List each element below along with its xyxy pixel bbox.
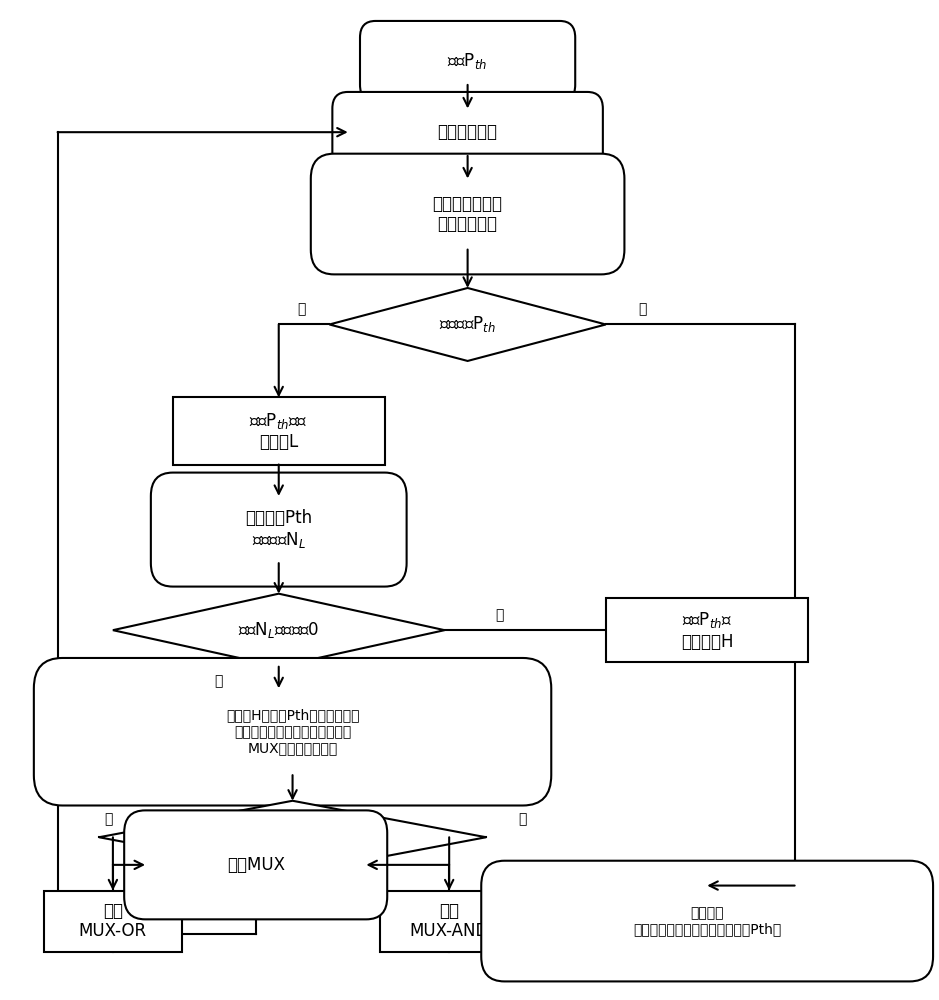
Polygon shape: [330, 288, 606, 361]
Text: 是: 是: [104, 812, 113, 826]
Text: 否: 否: [639, 303, 647, 317]
Bar: [380, 891, 518, 952]
Polygon shape: [100, 801, 486, 874]
Text: 设置P$_{th}$: 设置P$_{th}$: [448, 51, 487, 71]
FancyBboxPatch shape: [124, 810, 387, 919]
Text: 小于P$_{th}$的节
点数组L: 小于P$_{th}$的节 点数组L: [250, 411, 308, 451]
Polygon shape: [113, 594, 444, 667]
FancyBboxPatch shape: [311, 154, 624, 274]
Text: 大于P$_{th}$的
节点数组H: 大于P$_{th}$的 节点数组H: [681, 610, 733, 651]
Text: 引入
MUX-OR: 引入 MUX-OR: [79, 902, 147, 940]
Text: 否: 否: [518, 812, 527, 826]
Bar: [173, 397, 385, 465]
FancyBboxPatch shape: [360, 21, 576, 101]
Bar: [606, 598, 808, 662]
Text: 判断N$_L$是否大于0: 判断N$_L$是否大于0: [239, 620, 319, 640]
Text: 插入MUX: 插入MUX: [226, 856, 285, 874]
Text: 判断目标节点是否P$_0$>P$_1$: 判断目标节点是否P$_0$>P$_1$: [243, 829, 342, 845]
Text: 计算设计中所有
节点翻转概率: 计算设计中所有 节点翻转概率: [433, 195, 502, 233]
FancyBboxPatch shape: [151, 473, 407, 587]
Text: 统计小于Pth
的节点数N$_L$: 统计小于Pth 的节点数N$_L$: [245, 509, 313, 550]
FancyBboxPatch shape: [332, 92, 603, 172]
Text: 引入
MUX-AND: 引入 MUX-AND: [409, 902, 489, 940]
Text: 否: 否: [496, 608, 504, 622]
Text: 从数组H（大于Pth的节点集合）
中取出翻转概率最小的节点作为
MUX插入的目标节点: 从数组H（大于Pth的节点集合） 中取出翻转概率最小的节点作为 MUX插入的目标…: [225, 709, 360, 755]
FancyBboxPatch shape: [482, 861, 933, 981]
Text: 是: 是: [298, 303, 306, 317]
Text: 输出设计
（设计中所有节点翻转概率大于Pth）: 输出设计 （设计中所有节点翻转概率大于Pth）: [633, 906, 781, 936]
Bar: [44, 891, 182, 952]
Text: 设置当前设计: 设置当前设计: [438, 123, 498, 141]
Text: 是否小于P$_{th}$: 是否小于P$_{th}$: [439, 314, 496, 334]
Text: 是: 是: [215, 674, 223, 688]
FancyBboxPatch shape: [34, 658, 551, 805]
